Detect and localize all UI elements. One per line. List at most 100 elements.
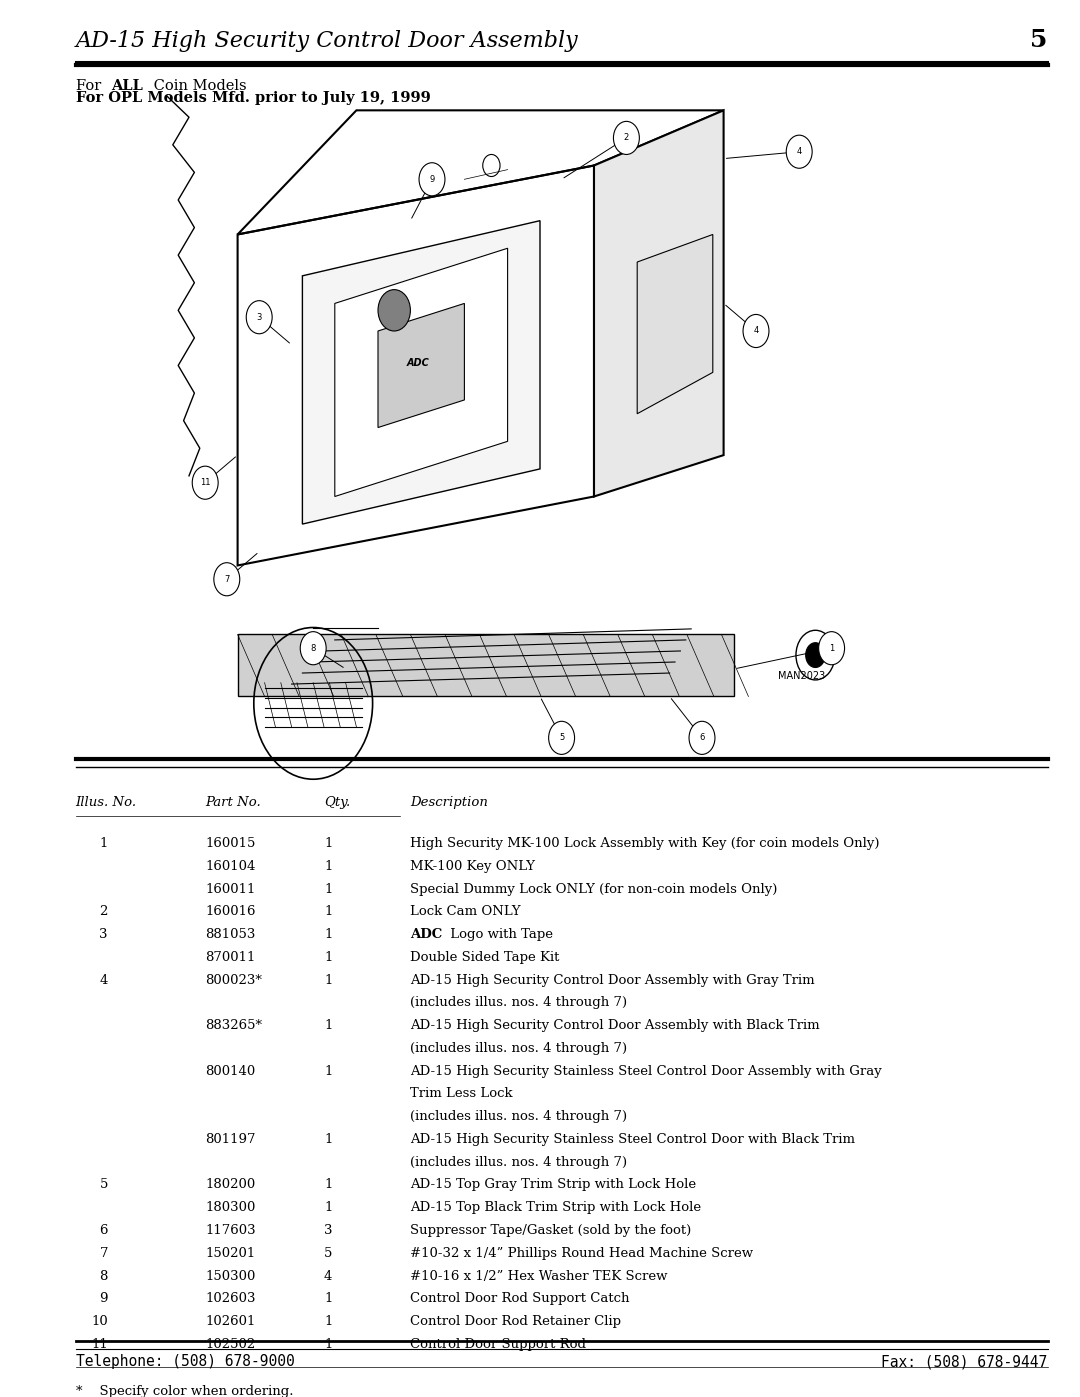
Text: 9: 9 — [99, 1292, 108, 1305]
Text: 9: 9 — [430, 175, 434, 184]
Text: 5: 5 — [559, 733, 564, 742]
Text: For: For — [76, 78, 106, 92]
Text: Telephone: (508) 678-9000: Telephone: (508) 678-9000 — [76, 1354, 295, 1369]
Circle shape — [300, 631, 326, 665]
Text: 1: 1 — [324, 1020, 333, 1032]
Text: MAN2023: MAN2023 — [778, 671, 825, 680]
Text: 5: 5 — [99, 1179, 108, 1192]
Polygon shape — [302, 221, 540, 524]
Circle shape — [192, 467, 218, 499]
Circle shape — [214, 563, 240, 595]
Text: 1: 1 — [829, 644, 834, 652]
Text: AD-15 High Security Stainless Steel Control Door with Black Trim: AD-15 High Security Stainless Steel Cont… — [410, 1133, 855, 1146]
Text: Description: Description — [410, 796, 488, 809]
Text: Lock Cam ONLY: Lock Cam ONLY — [410, 905, 521, 918]
Text: 2: 2 — [99, 905, 108, 918]
Text: Coin Models: Coin Models — [149, 78, 246, 92]
Text: #10-16 x 1/2” Hex Washer TEK Screw: #10-16 x 1/2” Hex Washer TEK Screw — [410, 1270, 667, 1282]
Circle shape — [419, 162, 445, 196]
Text: Qty.: Qty. — [324, 796, 350, 809]
Text: 4: 4 — [797, 147, 801, 156]
Text: 180200: 180200 — [205, 1179, 256, 1192]
Text: 3: 3 — [324, 1224, 333, 1236]
Text: 1: 1 — [99, 837, 108, 851]
Text: Logo with Tape: Logo with Tape — [446, 928, 553, 942]
Text: 4: 4 — [324, 1270, 333, 1282]
Text: 7: 7 — [225, 574, 229, 584]
Text: 8: 8 — [311, 644, 315, 652]
Text: 1: 1 — [324, 1133, 333, 1146]
Text: 160015: 160015 — [205, 837, 256, 851]
Text: ADC: ADC — [406, 358, 430, 367]
Text: 1: 1 — [324, 1338, 333, 1351]
Text: (includes illus. nos. 4 through 7): (includes illus. nos. 4 through 7) — [410, 1111, 627, 1123]
Text: 8: 8 — [99, 1270, 108, 1282]
Text: AD-15 Top Black Trim Strip with Lock Hole: AD-15 Top Black Trim Strip with Lock Hol… — [410, 1201, 702, 1214]
Text: 6: 6 — [700, 733, 704, 742]
Polygon shape — [238, 634, 734, 697]
Text: 1: 1 — [324, 974, 333, 986]
Text: 3: 3 — [99, 928, 108, 942]
Text: 160011: 160011 — [205, 883, 256, 895]
Text: Fax: (508) 678-9447: Fax: (508) 678-9447 — [881, 1354, 1048, 1369]
Text: 1: 1 — [324, 1065, 333, 1077]
Text: 1: 1 — [324, 951, 333, 964]
Circle shape — [819, 631, 845, 665]
Circle shape — [806, 643, 825, 668]
Text: 881053: 881053 — [205, 928, 256, 942]
Circle shape — [613, 122, 639, 155]
Text: AD-15 High Security Stainless Steel Control Door Assembly with Gray: AD-15 High Security Stainless Steel Cont… — [410, 1065, 882, 1077]
Circle shape — [549, 721, 575, 754]
Circle shape — [246, 300, 272, 334]
Circle shape — [786, 136, 812, 168]
Text: (includes illus. nos. 4 through 7): (includes illus. nos. 4 through 7) — [410, 1155, 627, 1169]
Text: 1: 1 — [324, 861, 333, 873]
Text: 11: 11 — [200, 478, 211, 488]
Text: Control Door Rod Support Catch: Control Door Rod Support Catch — [410, 1292, 630, 1305]
Text: (includes illus. nos. 4 through 7): (includes illus. nos. 4 through 7) — [410, 1042, 627, 1055]
Text: AD-15 Top Gray Trim Strip with Lock Hole: AD-15 Top Gray Trim Strip with Lock Hole — [410, 1179, 697, 1192]
Text: 4: 4 — [754, 327, 758, 335]
Polygon shape — [378, 303, 464, 427]
Text: 883265*: 883265* — [205, 1020, 262, 1032]
Text: 150201: 150201 — [205, 1246, 256, 1260]
Text: 1: 1 — [324, 928, 333, 942]
Text: 102601: 102601 — [205, 1315, 256, 1329]
Circle shape — [743, 314, 769, 348]
Text: 11: 11 — [91, 1338, 108, 1351]
Text: AD-15 High Security Control Door Assembly with Gray Trim: AD-15 High Security Control Door Assembl… — [410, 974, 815, 986]
Text: 150300: 150300 — [205, 1270, 256, 1282]
Text: 870011: 870011 — [205, 951, 256, 964]
Text: AD-15 High Security Control Door Assembly with Black Trim: AD-15 High Security Control Door Assembl… — [410, 1020, 820, 1032]
Polygon shape — [335, 249, 508, 496]
Text: 160016: 160016 — [205, 905, 256, 918]
Text: For OPL Models Mfd. prior to July 19, 1999: For OPL Models Mfd. prior to July 19, 19… — [76, 91, 430, 105]
Text: Part No.: Part No. — [205, 796, 261, 809]
Text: ADC: ADC — [410, 928, 443, 942]
Circle shape — [689, 721, 715, 754]
Text: 800023*: 800023* — [205, 974, 262, 986]
Text: 117603: 117603 — [205, 1224, 256, 1236]
Text: 1: 1 — [324, 1292, 333, 1305]
Text: 1: 1 — [324, 905, 333, 918]
Polygon shape — [594, 110, 724, 496]
Text: 3: 3 — [257, 313, 261, 321]
Text: Control Door Support Rod: Control Door Support Rod — [410, 1338, 586, 1351]
Text: 1: 1 — [324, 1315, 333, 1329]
Text: 1: 1 — [324, 1179, 333, 1192]
Circle shape — [483, 155, 500, 176]
Text: 1: 1 — [324, 883, 333, 895]
Circle shape — [378, 289, 410, 331]
Text: 2: 2 — [624, 134, 629, 142]
Text: 102502: 102502 — [205, 1338, 256, 1351]
Text: Double Sided Tape Kit: Double Sided Tape Kit — [410, 951, 559, 964]
Text: High Security MK-100 Lock Assembly with Key (for coin models Only): High Security MK-100 Lock Assembly with … — [410, 837, 880, 851]
Text: Special Dummy Lock ONLY (for non-coin models Only): Special Dummy Lock ONLY (for non-coin mo… — [410, 883, 778, 895]
Text: Trim Less Lock: Trim Less Lock — [410, 1087, 513, 1101]
Text: 800140: 800140 — [205, 1065, 256, 1077]
Text: Control Door Rod Retainer Clip: Control Door Rod Retainer Clip — [410, 1315, 621, 1329]
Text: 10: 10 — [91, 1315, 108, 1329]
Text: 102603: 102603 — [205, 1292, 256, 1305]
Text: 6: 6 — [99, 1224, 108, 1236]
Text: *    Specify color when ordering.: * Specify color when ordering. — [76, 1386, 293, 1397]
